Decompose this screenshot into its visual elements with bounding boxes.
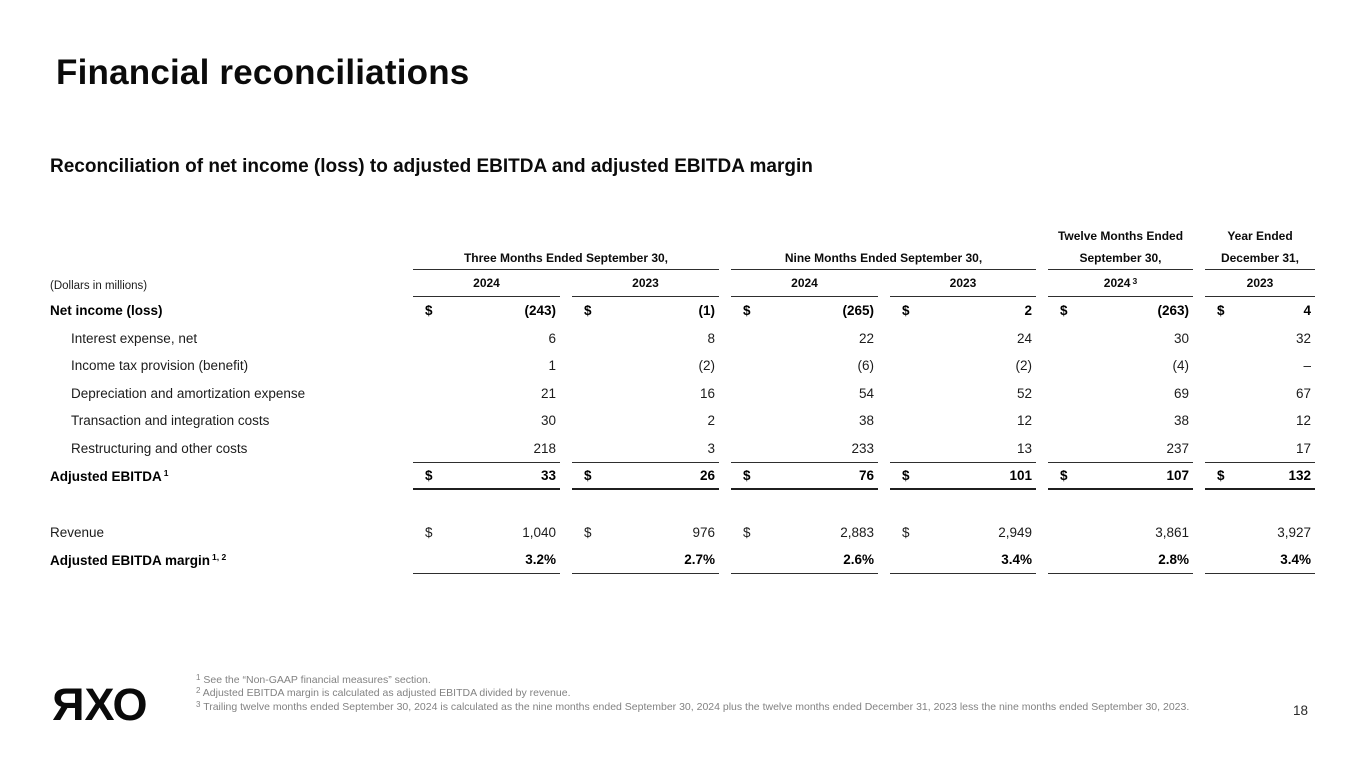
row-net-income: Net income (loss) $ (243) $ (1) $ (265) $2 … xyxy=(50,297,1315,325)
table-cell: 237 xyxy=(1166,440,1189,456)
footnote-1: 1 See the “Non-GAAP financial measures” … xyxy=(196,673,431,686)
table-cell: $26 xyxy=(572,462,719,490)
table-cell: 6 xyxy=(548,330,556,346)
table-cell: 3.2% xyxy=(413,547,560,574)
table-cell: 21 xyxy=(540,385,556,401)
col-group-year-ended: Year Ended December 31, xyxy=(1205,212,1315,270)
row-label: Interest expense, net xyxy=(71,330,198,346)
row-label: Revenue xyxy=(50,525,105,541)
row-label: Restructuring and other costs xyxy=(71,440,248,456)
table-cell: $101 xyxy=(890,462,1036,490)
table-cell: $76 xyxy=(731,462,878,490)
row-depreciation-amortization: Depreciation and amortization expense 21… xyxy=(50,380,1315,408)
table-cell: 52 xyxy=(1016,385,1032,401)
col-year: 2023 xyxy=(572,270,719,297)
row-label: Adjusted EBITDA margin xyxy=(50,552,211,568)
footnotes: 1 See the “Non-GAAP financial measures” … xyxy=(196,673,1248,714)
table-cell: 30 xyxy=(1173,330,1189,346)
table-cell: 12 xyxy=(1016,413,1032,429)
table-cell: 2 xyxy=(707,413,715,429)
row-interest-expense: Interest expense, net 6 8 22 24 30 32 xyxy=(50,325,1315,353)
table-cell: 3 xyxy=(707,440,715,456)
row-transaction-integration: Transaction and integration costs 30 2 3… xyxy=(50,407,1315,435)
col-group-three-months: Three Months Ended September 30, xyxy=(413,212,719,270)
table-cell: 2.6% xyxy=(731,547,878,574)
reconciliation-table: Three Months Ended September 30, Nine Mo… xyxy=(50,212,1315,574)
col-year: 2023 xyxy=(890,270,1036,297)
table-cell: $ (243) xyxy=(425,303,556,319)
footnote-3: 3 Trailing twelve months ended September… xyxy=(196,699,1190,713)
table-cell: $2,883 xyxy=(743,525,874,541)
table-cell: $ (265) xyxy=(743,303,874,319)
table-cell: $ (263) xyxy=(1060,303,1189,319)
table-cell: $976 xyxy=(584,525,715,541)
table-cell: 67 xyxy=(1295,385,1311,401)
col-year: 2023 xyxy=(1205,270,1315,297)
table-cell: 32 xyxy=(1295,330,1311,346)
table-cell: $1,040 xyxy=(425,525,556,541)
table-cell: 12 xyxy=(1295,413,1311,429)
table-cell: $ (1) xyxy=(584,303,715,319)
table-cell: (6) xyxy=(857,358,875,374)
col-year: 2024 3 xyxy=(1048,270,1193,297)
table-cell: 69 xyxy=(1173,385,1189,401)
table-cell: 16 xyxy=(699,385,715,401)
row-income-tax: Income tax provision (benefit) 1 (2) (6)… xyxy=(50,352,1315,380)
row-restructuring: Restructuring and other costs 218 3 233 … xyxy=(50,435,1315,463)
table-cell: 54 xyxy=(858,385,874,401)
table-cell: $33 xyxy=(413,462,560,490)
table-cell: 30 xyxy=(540,413,556,429)
rxo-logo: RXO xyxy=(54,679,148,730)
col-year: 2024 xyxy=(413,270,560,297)
row-revenue: Revenue $1,040 $976 $2,883 $2,949 3,861 … xyxy=(50,519,1315,547)
row-adjusted-ebitda-margin: Adjusted EBITDA margin 1, 2 3.2% 2.7% 2.6… xyxy=(50,547,1315,574)
page-number: 18 xyxy=(1292,703,1308,718)
table-cell: $2 xyxy=(902,303,1032,319)
page-title: Financial reconciliations xyxy=(56,53,470,92)
table-cell: 2.7% xyxy=(572,547,719,574)
row-label: Adjusted EBITDA xyxy=(50,468,162,484)
table-cell: 24 xyxy=(1016,330,1032,346)
table-cell: 8 xyxy=(707,330,715,346)
table-cell: 3.4% xyxy=(1205,547,1315,574)
table-subtitle: Reconciliation of net income (loss) to a… xyxy=(50,156,813,177)
table-cell: (4) xyxy=(1172,358,1190,374)
table-cell: 38 xyxy=(1173,413,1189,429)
table-cell: – xyxy=(1303,358,1311,374)
table-cell: 3,927 xyxy=(1277,525,1311,541)
table-spacer xyxy=(50,490,1315,519)
table-cell: 17 xyxy=(1295,440,1311,456)
units-note: (Dollars in millions) xyxy=(50,280,148,292)
table-cell: 3,861 xyxy=(1155,525,1189,541)
table-cell: 13 xyxy=(1016,440,1032,456)
table-cell: 2.8% xyxy=(1048,547,1193,574)
table-cell: 1 xyxy=(548,358,556,374)
row-label: Depreciation and amortization expense xyxy=(71,385,306,401)
table-year-header-row: (Dollars in millions) 2024 2023 2024 202… xyxy=(50,270,1315,297)
table-cell: 233 xyxy=(851,440,874,456)
table-cell: $2,949 xyxy=(902,525,1032,541)
table-group-header-row: Three Months Ended September 30, Nine Mo… xyxy=(50,212,1315,270)
table-cell: $107 xyxy=(1048,462,1193,490)
row-adjusted-ebitda: Adjusted EBITDA 1 $33 $26 $76 $101 $107 $… xyxy=(50,462,1315,490)
table-cell: (2) xyxy=(698,358,716,374)
col-group-nine-months: Nine Months Ended September 30, xyxy=(731,212,1036,270)
table-cell: 38 xyxy=(858,413,874,429)
table-cell: $132 xyxy=(1205,462,1315,490)
footnote-2: 2 Adjusted EBITDA margin is calculated a… xyxy=(196,686,571,700)
table-cell: 218 xyxy=(533,440,556,456)
table-cell: (2) xyxy=(1015,358,1033,374)
table-cell: 22 xyxy=(858,330,874,346)
col-group-twelve-months: Twelve Months Ended September 30, xyxy=(1048,212,1193,270)
col-year: 2024 xyxy=(731,270,878,297)
row-label: Net income (loss) xyxy=(50,303,163,319)
row-label: Transaction and integration costs xyxy=(71,413,270,429)
table-cell: $4 xyxy=(1217,303,1311,319)
table-cell: 3.4% xyxy=(890,547,1036,574)
row-label: Income tax provision (benefit) xyxy=(71,358,249,374)
